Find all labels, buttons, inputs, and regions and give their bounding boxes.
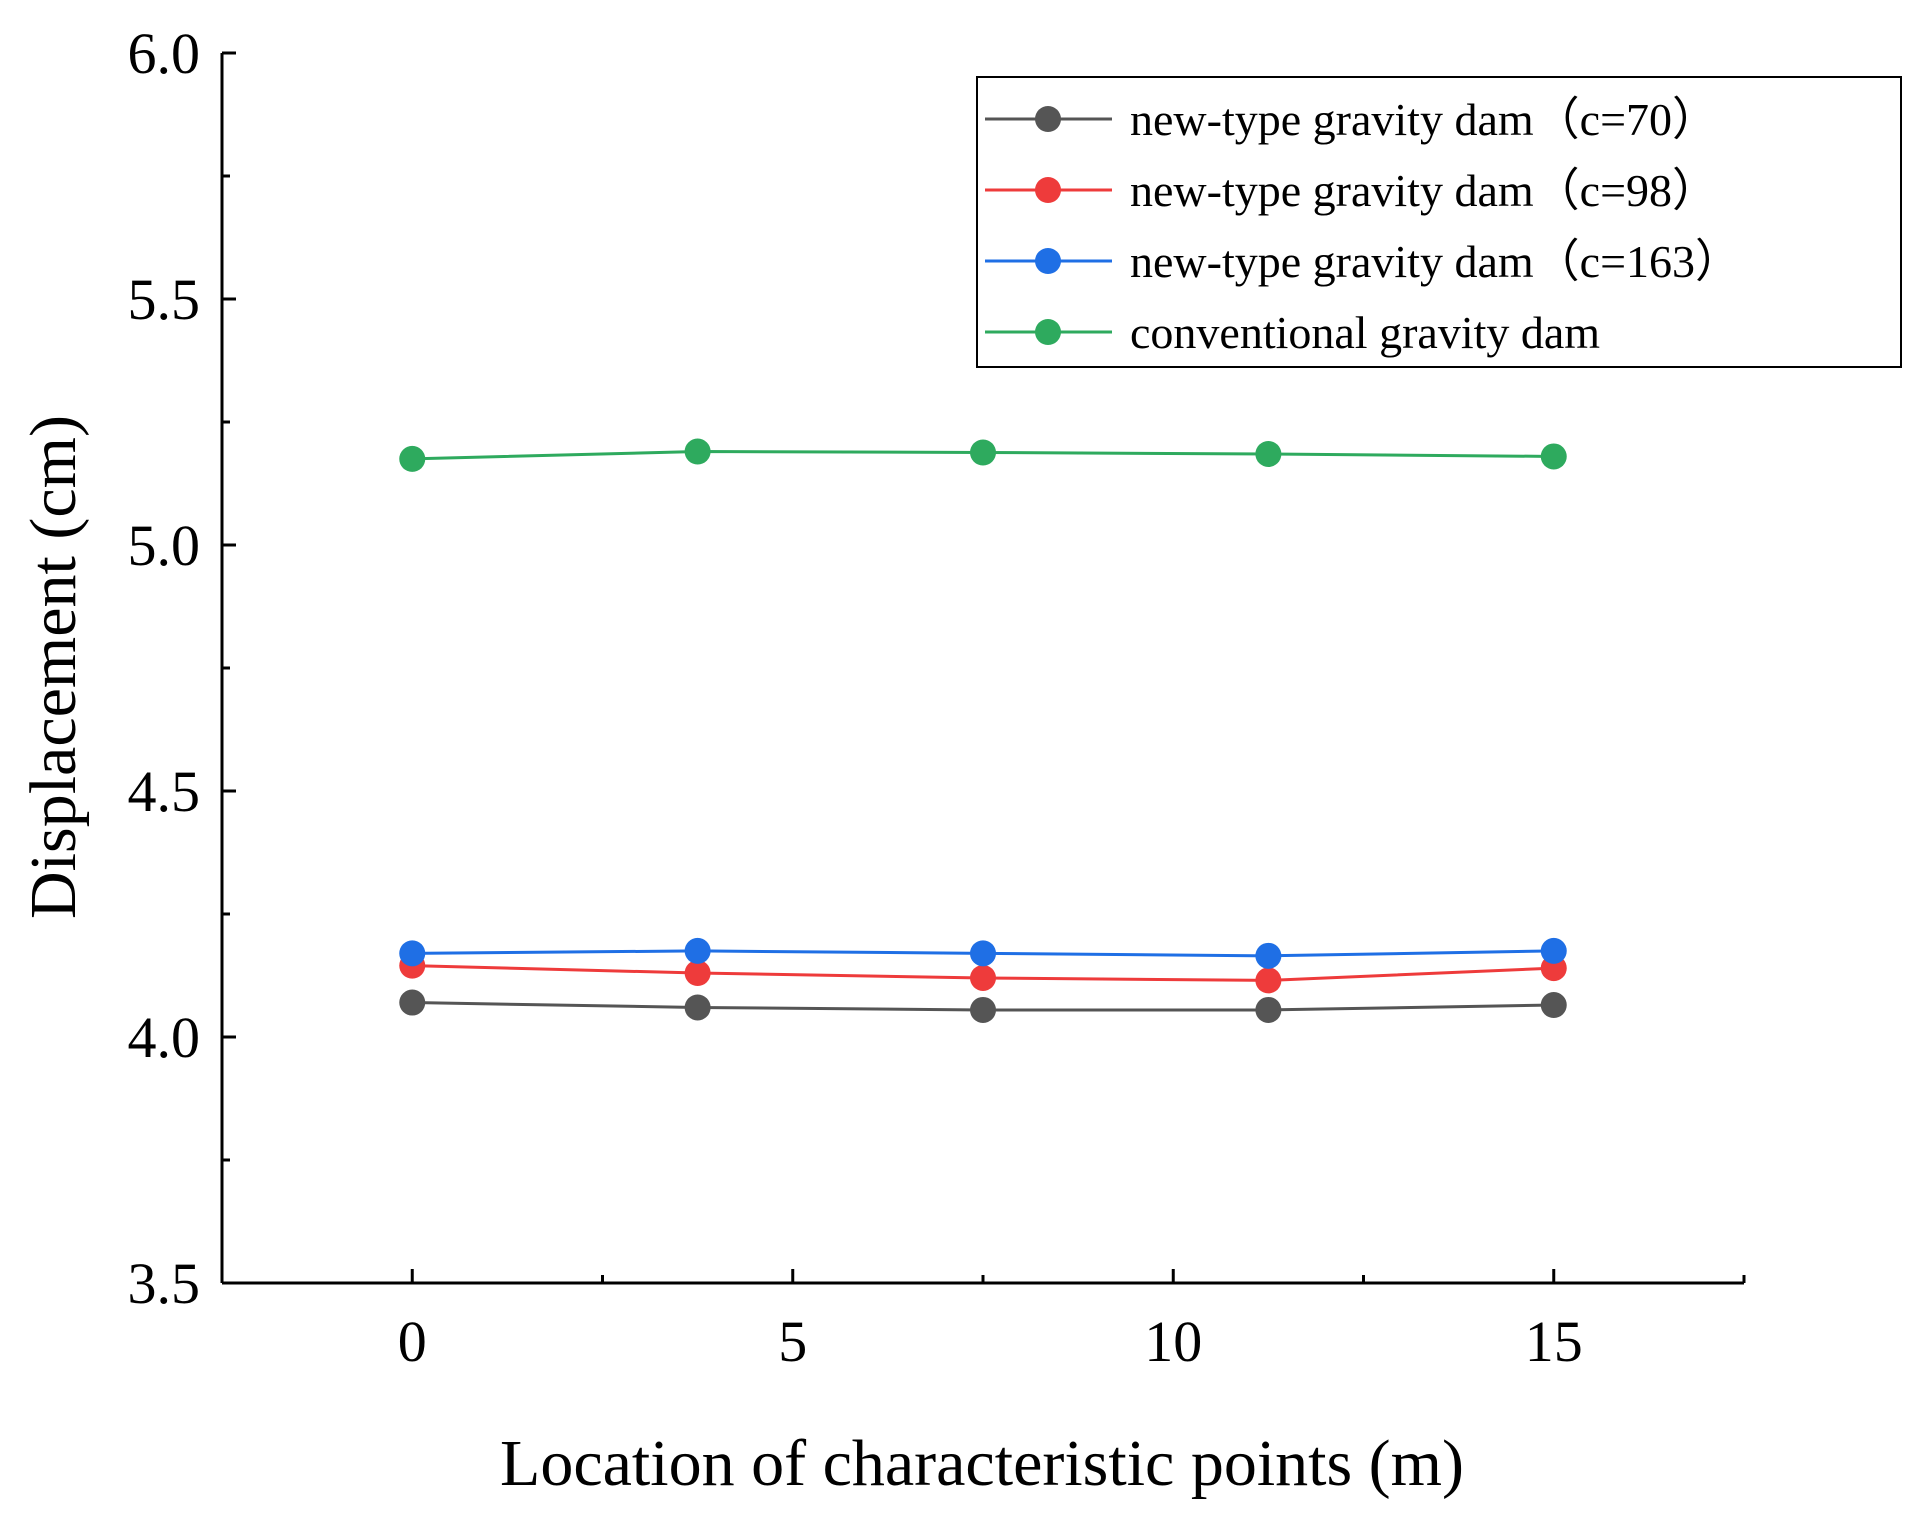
y-tick-label: 3.5	[128, 1251, 201, 1316]
legend-item: new-type gravity dam（c=163）	[985, 236, 1741, 287]
y-tick-label: 4.0	[128, 1005, 201, 1070]
legend-item: new-type gravity dam（c=98）	[985, 165, 1718, 216]
legend-label: conventional gravity dam	[1130, 307, 1600, 358]
legend: new-type gravity dam（c=70） new-type gravi…	[976, 76, 1902, 368]
series-0	[399, 989, 1567, 1023]
y-tick-label: 6.0	[128, 21, 201, 86]
data-point	[1255, 440, 1282, 467]
data-point	[684, 438, 711, 465]
x-tick-label: 10	[1144, 1309, 1202, 1374]
axes: 3.5 4.0 4.5 5.0 5.5 6.0 0 5 10 15	[128, 21, 1746, 1374]
y-tick-label: 4.5	[128, 759, 201, 824]
data-point	[1255, 996, 1282, 1023]
y-tick-label: 5.5	[128, 267, 201, 332]
data-point	[970, 439, 996, 466]
data-point	[399, 445, 426, 472]
y-axis-title: Displacement (cm)	[17, 415, 90, 919]
data-point	[970, 964, 996, 991]
data-point	[970, 940, 996, 967]
x-axis-title: Location of characteristic points (m)	[500, 1427, 1464, 1500]
y-tick-label: 5.0	[128, 513, 201, 578]
legend-marker	[1035, 106, 1061, 132]
data-point	[1540, 937, 1567, 964]
legend-marker	[1035, 248, 1061, 274]
legend-marker	[1035, 319, 1061, 345]
x-tick-label: 0	[398, 1309, 427, 1374]
legend-box	[976, 76, 1902, 368]
data-point	[970, 996, 996, 1023]
data-point	[1540, 443, 1567, 470]
x-tick-label: 15	[1525, 1309, 1583, 1374]
data-point	[1255, 967, 1282, 994]
legend-item: new-type gravity dam（c=70）	[985, 94, 1718, 145]
series-2	[399, 937, 1567, 969]
data-point	[1540, 992, 1567, 1019]
data-point	[684, 994, 711, 1021]
data-point	[684, 937, 711, 964]
legend-label: new-type gravity dam（c=98）	[1130, 165, 1718, 216]
data-point	[684, 960, 711, 987]
legend-item: conventional gravity dam	[985, 307, 1600, 358]
data-point	[1255, 942, 1282, 969]
data-point	[399, 940, 426, 967]
series-layer	[399, 438, 1567, 1023]
x-tick-label: 5	[778, 1309, 807, 1374]
legend-marker	[1035, 177, 1061, 203]
legend-label: new-type gravity dam（c=163）	[1130, 236, 1741, 287]
series-3	[399, 438, 1567, 472]
data-point	[399, 989, 426, 1016]
legend-label: new-type gravity dam（c=70）	[1130, 94, 1718, 145]
